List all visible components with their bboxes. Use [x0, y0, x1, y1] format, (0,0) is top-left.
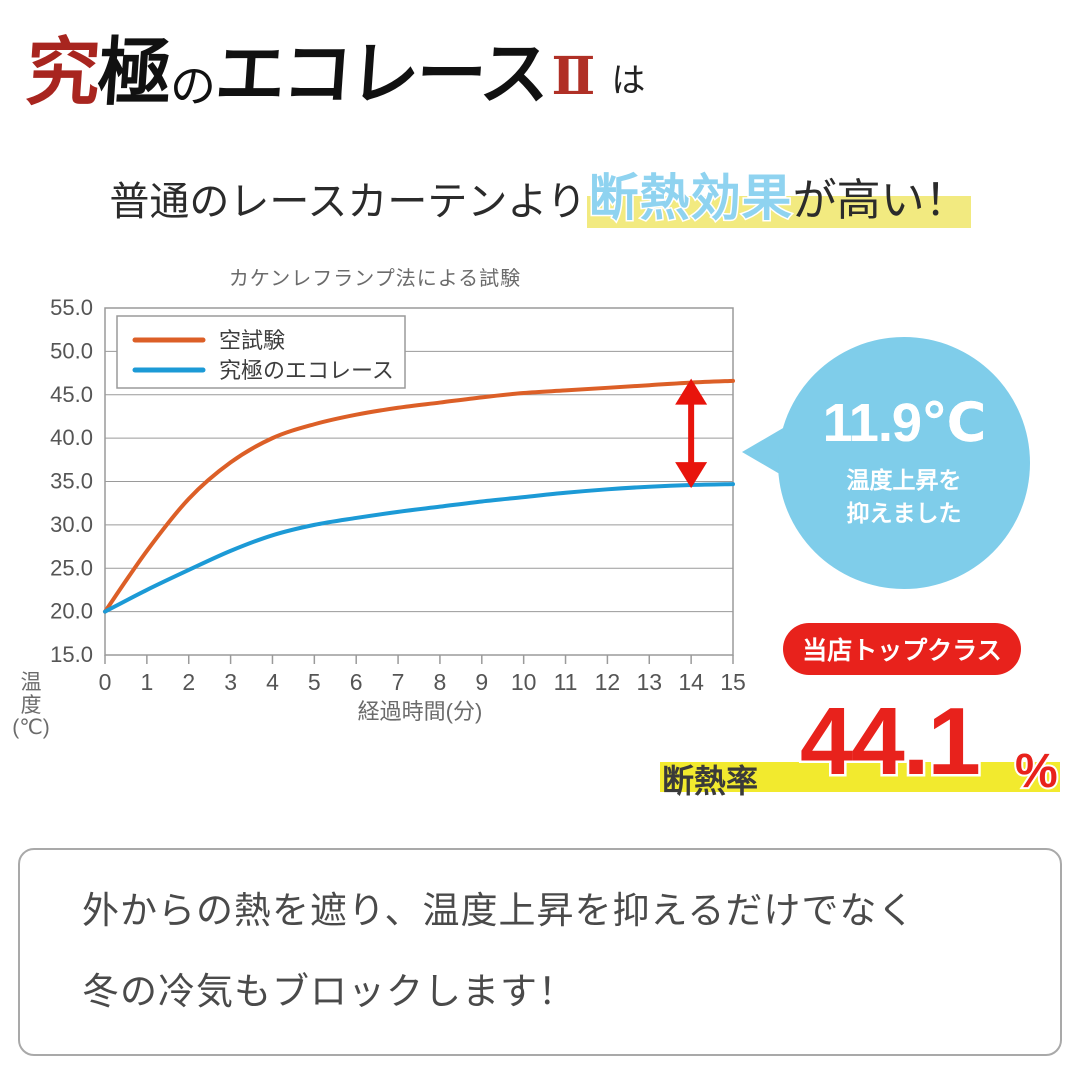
legend-label: 究極のエコレース	[219, 358, 394, 383]
top-class-badge-label: 当店トップクラス	[802, 637, 1002, 665]
y-axis-label-line2: 度	[20, 693, 42, 717]
rate-unit: %	[1013, 743, 1060, 800]
x-tick-label: 0	[99, 669, 112, 692]
description-line-2: 冬の冷気もブロックします！	[82, 971, 576, 1012]
logo-particle-wa: は	[611, 62, 646, 100]
rate-label: 断熱率	[662, 763, 759, 799]
logo-text-ecolace: エコレース	[212, 33, 550, 115]
x-tick-label: 14	[678, 669, 704, 692]
callout-line2: 抑えました	[846, 500, 962, 526]
x-tick-label: 15	[720, 669, 746, 692]
y-tick-label: 40.0	[50, 425, 93, 450]
description-box: 外からの熱を遮り、温度上昇を抑えるだけでなく 冬の冷気もブロックします！	[18, 848, 1062, 1056]
callout-description: 温度上昇を 抑えました	[847, 464, 962, 531]
top-class-badge: 当店トップクラス	[783, 623, 1021, 675]
y-tick-label: 35.0	[50, 469, 93, 494]
logo-char-kyoku: 極	[94, 30, 174, 116]
callout-bubble: 11.9℃ 温度上昇を 抑えました	[778, 337, 1030, 589]
subtitle-highlight-text: 断熱効果	[587, 169, 793, 228]
series-line	[103, 482, 735, 614]
x-tick-label: 3	[224, 669, 237, 692]
callout-value: 11.9℃	[822, 392, 987, 453]
y-tick-label: 20.0	[50, 599, 93, 624]
x-tick-label: 9	[475, 669, 488, 692]
logo-char-no: の	[170, 60, 216, 112]
subtitle-highlight-bar	[586, 196, 971, 228]
legend-label: 空試験	[219, 328, 285, 353]
y-tick-label: 55.0	[50, 295, 93, 320]
description-line-1: 外からの熱を遮り、温度上昇を抑えるだけでなく	[82, 890, 916, 931]
x-tick-label: 5	[308, 669, 321, 692]
insulation-rate-block: 断熱率 44.1 %	[630, 691, 1070, 810]
y-tick-label: 45.0	[50, 382, 93, 407]
temperature-chart: カケンレフランプ法による試験 温 度 (℃) 15.0 20.0 25.0 30.0 3…	[0, 262, 770, 739]
x-tick-label: 11	[554, 669, 578, 692]
x-tick-label: 12	[595, 669, 621, 692]
gap-arrow-annotation	[675, 378, 708, 489]
series-line	[103, 378, 735, 614]
x-tick-label: 13	[636, 669, 662, 692]
subtitle-tail: が高い！	[792, 176, 969, 225]
y-axis-label-line3: (℃)	[12, 716, 50, 740]
chart-title: カケンレフランプ法による試験	[228, 268, 522, 290]
callout-line1: 温度上昇を	[846, 466, 962, 493]
product-logo: 究 極 の エコレース Ⅱ は	[22, 18, 646, 119]
x-axis-label: 経過時間(分)	[357, 699, 483, 724]
chart-canvas: 15.020.025.030.035.040.045.050.055.00 1 2 3…	[50, 295, 746, 692]
subtitle-highlight-wrap: 断熱効果が高い！	[586, 158, 971, 230]
x-tick-label: 10	[511, 669, 537, 692]
y-tick-label: 15.0	[50, 642, 93, 667]
rate-value: 44.1	[798, 688, 984, 795]
logo-numeral-two: Ⅱ	[551, 46, 596, 107]
subtitle-prefix: 普通のレースカーテンより	[109, 180, 587, 224]
subtitle: 普通のレースカーテンより 断熱効果が高い！	[0, 158, 1080, 230]
x-tick-label: 7	[392, 669, 405, 692]
x-tick-label: 1	[140, 669, 153, 692]
y-tick-label: 25.0	[50, 555, 93, 580]
y-axis-label: 温 度 (℃)	[8, 671, 54, 740]
x-tick-label: 4	[266, 669, 279, 692]
x-tick-label: 6	[350, 669, 363, 692]
x-tick-label: 2	[182, 669, 195, 692]
y-tick-label: 50.0	[50, 338, 93, 363]
x-tick-label: 8	[434, 669, 447, 692]
logo-char-kyuu: 究	[22, 30, 102, 116]
y-tick-label: 30.0	[50, 512, 93, 537]
rate-highlight-bar	[660, 762, 1060, 792]
y-axis-label-line1: 温	[20, 671, 42, 694]
